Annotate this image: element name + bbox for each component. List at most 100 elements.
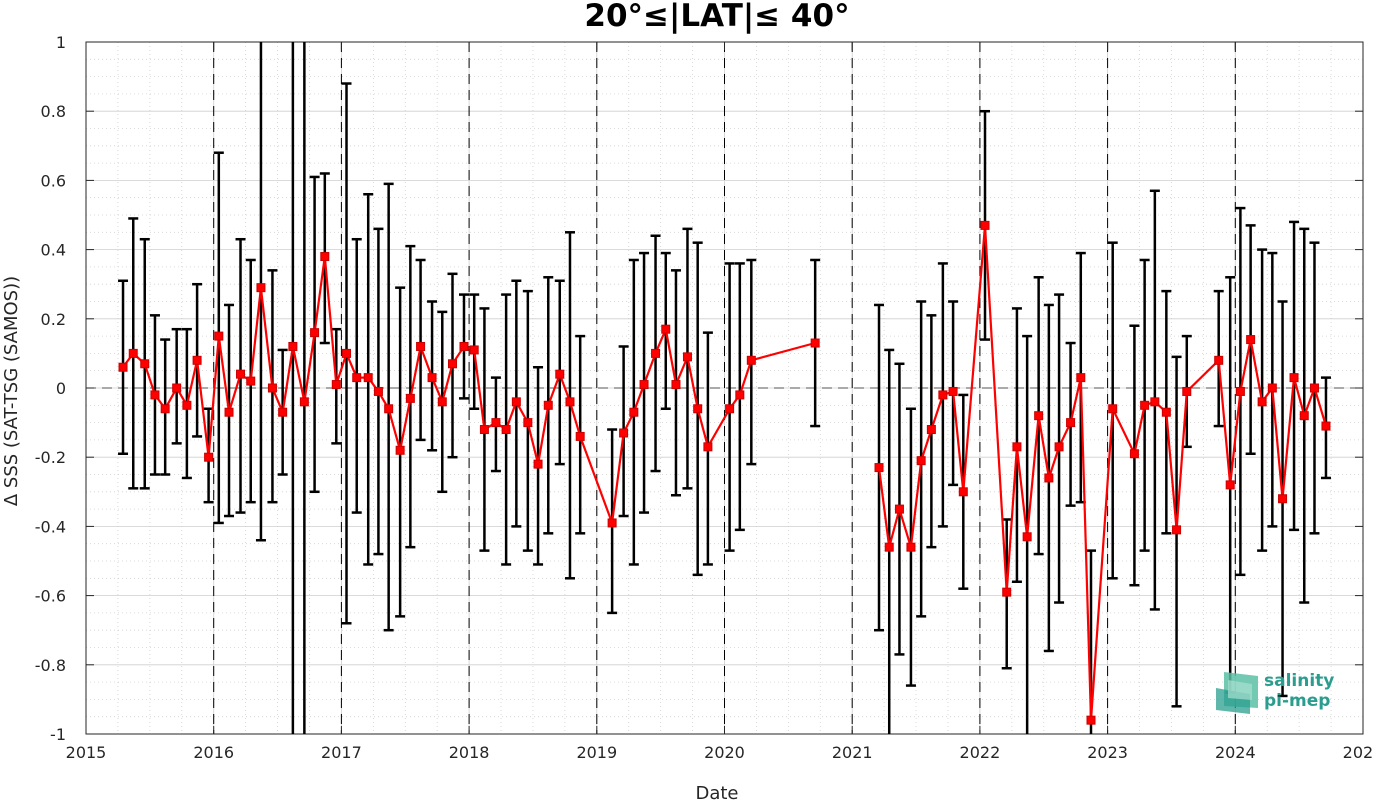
chart-title: 20°≤|LAT|≤ 40° [584,0,849,34]
data-point [651,348,661,358]
data-point [874,463,884,473]
data-point [427,373,437,383]
x-tick-label: 2017 [321,743,362,762]
series-line [877,225,1328,721]
x-tick-label: 2019 [576,743,617,762]
data-point [352,373,362,383]
data-point [236,369,246,379]
data-point [459,341,469,351]
data-point [1299,411,1309,421]
y-tick-label: -1 [50,725,66,744]
data-point [288,341,298,351]
data-point [746,355,756,365]
data-point [543,400,553,410]
y-tick-label: 0.6 [41,171,66,190]
y-tick-label: 0.8 [41,102,66,121]
data-point [565,397,575,407]
data-point [384,404,394,414]
x-tick-label: 2021 [832,743,873,762]
data-point [1321,421,1331,431]
data-point [1022,532,1032,542]
x-tick-label: 2015 [66,743,107,762]
data-point [246,376,256,386]
data-point [204,452,214,462]
data-point [693,404,703,414]
x-tick-label: 2018 [449,743,490,762]
data-point [140,359,150,369]
data-point [958,487,968,497]
data-point [224,407,234,417]
data-point [926,425,936,435]
data-point [1278,494,1288,504]
data-point [172,383,182,393]
salinity-pi-mep-logo: salinity pi-mep [1216,671,1334,714]
data-point [980,220,990,230]
data-point [150,390,160,400]
data-point [1076,373,1086,383]
data-point [1034,411,1044,421]
data-point [1140,400,1150,410]
data-point [533,459,543,469]
data-point [1257,397,1267,407]
data-point [1246,335,1256,345]
data-point [948,386,958,396]
data-point [256,283,266,293]
data-point [405,393,415,403]
data-point [1044,473,1054,483]
data-point [1214,355,1224,365]
data-point [479,425,489,435]
data-point [1309,383,1319,393]
data-point [1267,383,1277,393]
data-point [894,504,904,514]
data-point [1002,587,1012,597]
data-point [416,341,426,351]
data-point [1182,386,1192,396]
data-point [1012,442,1022,452]
data-point [1129,449,1139,459]
x-axis-label: Date [695,783,738,801]
data-point [682,352,692,362]
data-point [906,542,916,552]
data-point [938,390,948,400]
data-point [310,328,320,338]
x-tick-label: 2025 [1343,743,1374,762]
data-point [373,386,383,396]
data-point [916,456,926,466]
data-point [331,380,341,390]
data-point [320,252,330,262]
axes-layer: 2015 2016 2017 2018 2019 2020 2021 2022 2023 2024… [35,33,1374,762]
data-point [363,373,373,383]
data-point [884,542,894,552]
data-point [725,404,735,414]
data-point [511,397,521,407]
data-point [671,380,681,390]
data-point [214,331,224,341]
data-point [160,404,170,414]
data-point [1235,386,1245,396]
data-point [192,355,202,365]
data-point [619,428,629,438]
data-point [661,324,671,334]
data-point [1161,407,1171,417]
data-point [342,348,352,358]
y-tick-label: 0.2 [41,310,66,329]
x-tick-label: 2020 [704,743,745,762]
y-tick-label: -0.2 [35,448,66,467]
data-point [118,362,128,372]
logo-line1: salinity [1264,671,1334,691]
logo-line2: pi-mep [1264,691,1330,711]
marker-layer [118,220,1331,725]
data-point [1289,373,1299,383]
data-point [1108,404,1118,414]
y-tick-label: -0.8 [35,656,66,675]
data-point [278,407,288,417]
data-point [469,345,479,355]
data-point [523,418,533,428]
data-point [639,380,649,390]
data-point [128,348,138,358]
data-point [629,407,639,417]
data-point [182,400,192,410]
x-tick-label: 2022 [960,743,1001,762]
data-point [575,431,585,441]
